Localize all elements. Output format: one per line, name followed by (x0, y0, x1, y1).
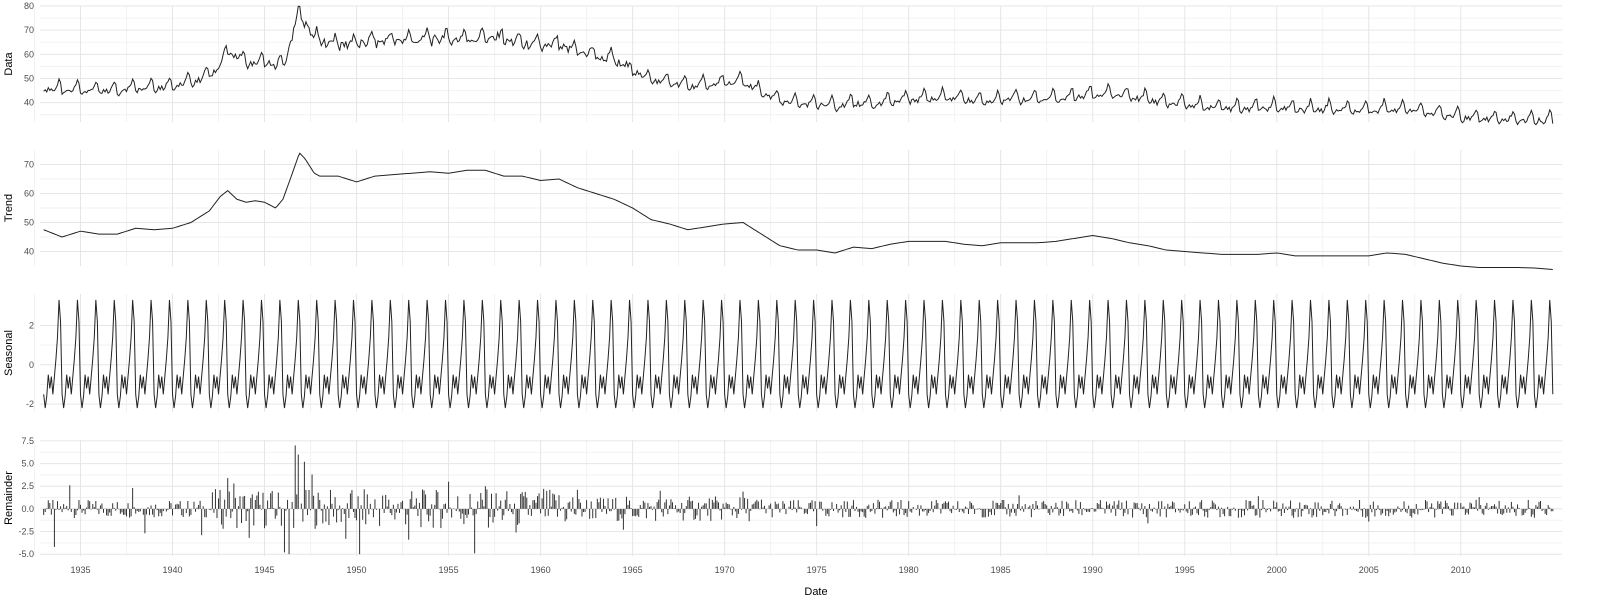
y-tick-label: 0 (29, 360, 34, 370)
y-tick-label: 40 (24, 98, 34, 108)
y-tick-label: -5.0 (18, 549, 34, 559)
y-axis-title: Seasonal (3, 330, 15, 376)
y-tick-label: 60 (24, 189, 34, 199)
x-tick-label: 1995 (1175, 565, 1195, 575)
x-tick-label: 1935 (70, 565, 90, 575)
y-axis-title: Data (3, 52, 15, 76)
y-tick-label: -2.5 (18, 527, 34, 537)
panel-seasonal: -2 0 2 Seasonal (3, 294, 1562, 412)
y-tick-label: 40 (24, 247, 34, 257)
y-axis-title: Remainder (3, 471, 15, 525)
x-tick-label: 1980 (899, 565, 919, 575)
x-axis-ticks: 1935 1940 1945 1950 1955 1960 1965 1970 1975 1980… (70, 565, 1470, 575)
series-data-line (43, 5, 1554, 126)
x-axis-title: Date (804, 586, 827, 598)
panel-data: 40 50 60 70 80 Data (3, 1, 1562, 126)
x-tick-label: 1945 (255, 565, 275, 575)
x-tick-label: 2005 (1359, 565, 1379, 575)
panel-trend: 40 50 60 70 Trend (3, 150, 1562, 270)
y-tick-label: 50 (24, 74, 34, 84)
x-tick-label: 1940 (162, 565, 182, 575)
x-tick-label: 2000 (1267, 565, 1287, 575)
y-tick-label: 5.0 (21, 459, 34, 469)
y-tick-label: 2.5 (21, 481, 34, 491)
y-axis-title: Trend (3, 194, 15, 222)
x-tick-label: 1965 (623, 565, 643, 575)
y-tick-label: 70 (24, 25, 34, 35)
x-tick-label: 1970 (715, 565, 735, 575)
x-tick-label: 1960 (531, 565, 551, 575)
x-tick-label: 1955 (439, 565, 459, 575)
y-tick-label: -2 (26, 399, 34, 409)
y-tick-label: 70 (24, 160, 34, 170)
x-tick-label: 1985 (991, 565, 1011, 575)
series-seasonal-line (43, 299, 1554, 409)
x-tick-label: 1950 (347, 565, 367, 575)
panel-remainder: -5.0 -2.5 0.0 2.5 5.0 7.5 Remainder (3, 436, 1562, 559)
y-tick-label: 60 (24, 49, 34, 59)
y-tick-label: 50 (24, 218, 34, 228)
y-tick-label: 80 (24, 1, 34, 11)
y-tick-label: 2 (29, 320, 34, 330)
x-tick-label: 1990 (1083, 565, 1103, 575)
x-tick-label: 2010 (1451, 565, 1471, 575)
y-tick-label: 0.0 (21, 504, 34, 514)
x-tick-label: 1975 (807, 565, 827, 575)
series-trend-line (43, 152, 1553, 270)
panels: 4050607080Data40506070Trend-202Seasonal-… (3, 1, 1562, 559)
y-tick-label: 7.5 (21, 436, 34, 446)
